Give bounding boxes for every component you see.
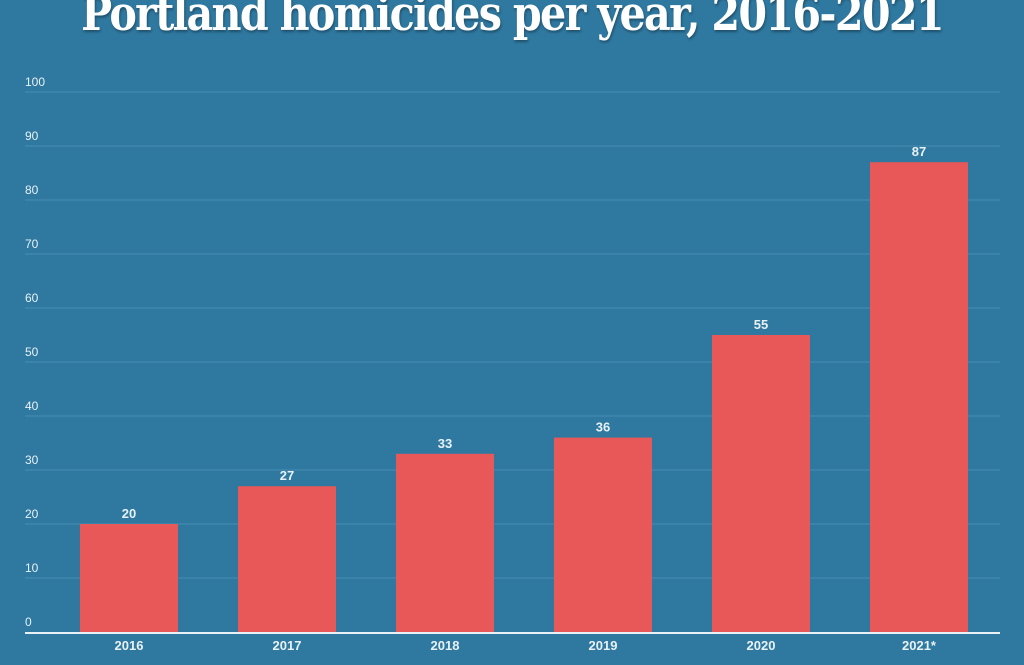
y-tick-label: 50	[25, 345, 39, 359]
data-label: 27	[280, 468, 294, 483]
y-tick-label: 30	[25, 453, 39, 467]
bar	[80, 524, 178, 632]
y-tick-label: 10	[25, 561, 39, 575]
y-tick-label: 100	[25, 75, 45, 89]
y-tick-label: 80	[25, 183, 39, 197]
x-tick-label: 2020	[747, 638, 776, 653]
chart-title: Portland homicides per year, 2016-2021	[81, 0, 944, 42]
y-tick-label: 0	[25, 615, 32, 629]
x-tick-label: 2019	[589, 638, 618, 653]
x-tick-label: 2018	[431, 638, 460, 653]
bar	[396, 453, 494, 632]
x-tick-label: 2021*	[902, 638, 937, 653]
data-label: 20	[122, 506, 136, 521]
y-tick-label: 40	[25, 399, 39, 413]
y-tick-label: 90	[25, 129, 39, 143]
y-tick-label: 60	[25, 291, 39, 305]
bar	[554, 437, 652, 632]
data-label: 87	[912, 144, 926, 159]
y-tick-label: 70	[25, 237, 39, 251]
x-tick-label: 2017	[273, 638, 302, 653]
data-label: 36	[596, 420, 610, 435]
data-label: 55	[754, 317, 768, 332]
bar	[238, 486, 336, 632]
bar	[870, 162, 968, 632]
bar	[712, 335, 810, 632]
data-label: 33	[438, 436, 452, 451]
y-tick-label: 20	[25, 507, 39, 521]
x-tick-label: 2016	[115, 638, 144, 653]
